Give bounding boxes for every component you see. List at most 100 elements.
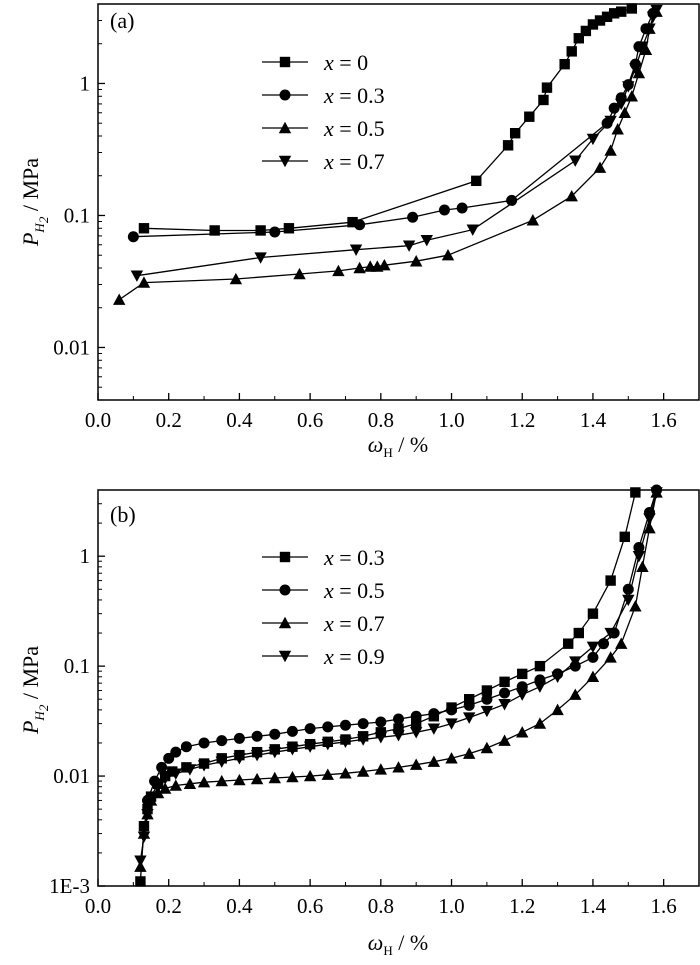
- data-point-b-2: [615, 637, 628, 649]
- data-point-b-3: [480, 705, 494, 718]
- y-tick-label-a: 0.1: [64, 203, 90, 227]
- legend-marker-a-0: [279, 56, 291, 68]
- data-point-a-2: [378, 259, 391, 271]
- data-point-b-3: [286, 744, 299, 756]
- data-point-b-3: [533, 681, 547, 693]
- data-point-a-0: [580, 25, 592, 37]
- data-point-a-0: [138, 223, 150, 234]
- data-point-b-3: [158, 773, 172, 785]
- data-point-b-0: [481, 685, 493, 696]
- data-point-a-0: [541, 82, 553, 93]
- data-point-b-3: [586, 641, 600, 653]
- data-point-a-3: [254, 252, 267, 264]
- legend-marker-b-2: [278, 616, 292, 629]
- data-point-a-3: [622, 81, 635, 93]
- data-point-b-3: [516, 689, 529, 701]
- series-line-b-2: [139, 492, 658, 867]
- data-point-b-0: [619, 531, 630, 543]
- panel-label-a: (a): [110, 8, 134, 33]
- data-point-b-2: [463, 747, 476, 759]
- legend-marker-a-3: [278, 155, 292, 168]
- data-point-b-0: [587, 608, 599, 619]
- data-point-b-2: [569, 688, 582, 700]
- data-point-a-3: [420, 234, 433, 247]
- data-point-b-2: [233, 773, 246, 786]
- data-point-b-2: [551, 703, 564, 716]
- data-point-a-3: [586, 133, 600, 146]
- data-point-a-3: [130, 270, 144, 282]
- x-tick-label-a: 0.2: [156, 408, 182, 432]
- data-point-a-3: [466, 224, 479, 236]
- series-line-a-0: [143, 7, 632, 232]
- data-point-b-3: [134, 855, 147, 867]
- data-point-a-2: [229, 272, 243, 285]
- data-point-a-1: [407, 211, 419, 223]
- data-point-b-2: [339, 767, 352, 779]
- data-point-b-3: [183, 764, 197, 776]
- data-point-b-1: [180, 741, 192, 753]
- data-point-b-2: [636, 560, 649, 573]
- legend-label-b-2: x = 0.7: [323, 611, 385, 636]
- data-point-a-2: [353, 261, 366, 274]
- data-point-b-3: [445, 718, 458, 730]
- series-line-a-3: [136, 9, 658, 277]
- series-line-a-2: [118, 11, 658, 301]
- data-point-a-0: [626, 3, 638, 14]
- y-tick-label-a: 0.01: [53, 335, 90, 359]
- data-point-b-1: [598, 638, 610, 650]
- data-point-a-0: [594, 15, 606, 26]
- legend-label-a-1: x = 0.3: [323, 83, 385, 108]
- data-point-b-2: [158, 782, 172, 794]
- legend-label-a-3: x = 0.7: [323, 149, 385, 174]
- data-point-b-1: [156, 761, 168, 773]
- x-tick-label-b: 1.2: [509, 894, 535, 918]
- data-point-a-1: [354, 219, 366, 231]
- data-point-b-3: [141, 808, 154, 821]
- data-point-a-0: [566, 46, 577, 57]
- series-line-b-0: [139, 492, 637, 882]
- legend-label-a-2: x = 0.5: [323, 116, 385, 141]
- data-point-b-1: [251, 730, 263, 742]
- data-point-b-3: [339, 736, 352, 748]
- data-point-b-3: [551, 671, 564, 683]
- x-axis-label-a: ωH / %: [368, 432, 428, 460]
- data-point-a-2: [409, 255, 423, 267]
- data-point-b-3: [233, 753, 246, 765]
- data-point-b-1: [516, 681, 528, 693]
- data-point-a-2: [625, 90, 639, 102]
- data-point-a-3: [349, 244, 363, 256]
- data-point-b-0: [138, 820, 150, 832]
- data-point-b-1: [463, 699, 475, 711]
- data-point-b-1: [304, 723, 316, 735]
- data-point-b-3: [650, 487, 663, 499]
- data-point-b-3: [144, 795, 158, 807]
- data-point-a-2: [137, 276, 151, 288]
- data-point-b-2: [374, 763, 388, 775]
- data-point-b-3: [622, 594, 635, 607]
- legend-label-a-0: x = 0: [323, 50, 368, 75]
- data-point-b-3: [569, 656, 582, 668]
- data-point-a-2: [639, 43, 653, 55]
- data-point-b-3: [303, 741, 317, 753]
- data-point-b-2: [498, 734, 511, 746]
- data-point-a-0: [587, 19, 599, 30]
- x-tick-label-b: 0.8: [368, 894, 394, 918]
- data-point-a-0: [255, 225, 266, 236]
- data-point-b-3: [268, 746, 281, 759]
- data-point-a-1: [456, 202, 468, 214]
- data-point-b-1: [170, 746, 182, 758]
- data-point-b-3: [643, 513, 656, 525]
- data-point-b-3: [169, 768, 182, 780]
- data-point-a-2: [611, 123, 624, 135]
- data-point-a-1: [269, 226, 281, 238]
- y-tick-label-b: 1E-3: [49, 874, 90, 898]
- data-point-a-0: [502, 140, 514, 151]
- data-point-b-2: [286, 770, 299, 783]
- data-point-b-1: [216, 735, 228, 747]
- data-point-b-1: [198, 737, 210, 749]
- data-point-b-3: [197, 760, 211, 772]
- data-point-b-1: [286, 725, 298, 737]
- x-tick-label-a: 0.0: [85, 408, 111, 432]
- data-point-b-3: [215, 756, 228, 768]
